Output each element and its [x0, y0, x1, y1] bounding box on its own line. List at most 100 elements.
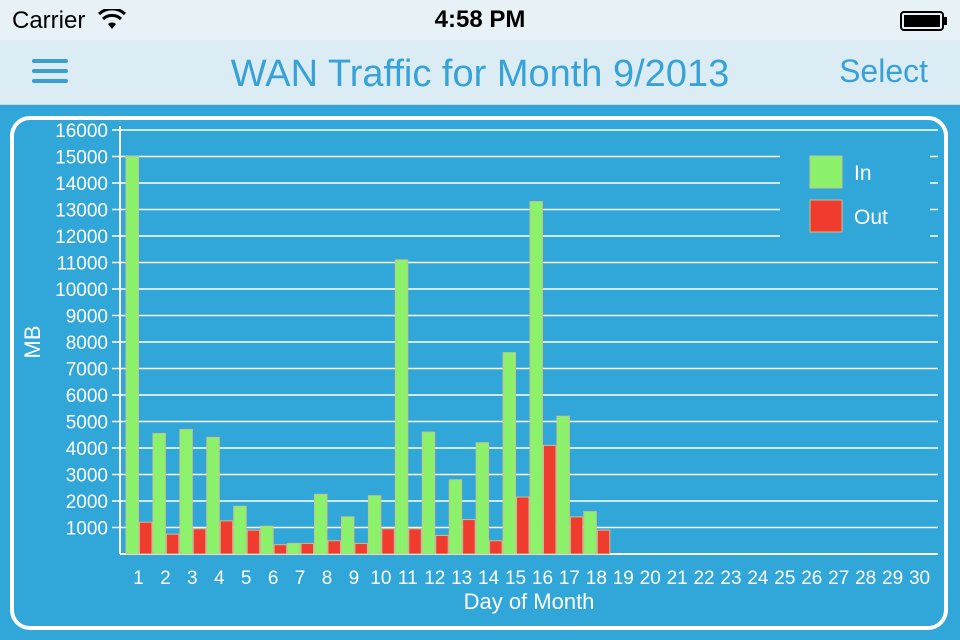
bar-out-day-16	[542, 444, 557, 555]
bar-in-day-12	[421, 431, 436, 555]
bar-in-day-1	[125, 156, 139, 555]
bar-in-day-18	[583, 511, 597, 555]
bar-in-day-15	[502, 352, 517, 555]
x-tick-label: 18	[586, 568, 607, 589]
bar-in-day-11	[394, 259, 409, 555]
y-axis-title: MB	[20, 326, 45, 359]
bar-in-day-7	[287, 542, 301, 555]
nav-bar: WAN Traffic for Month 9/2013 Select	[0, 40, 960, 105]
y-tick-label: 15000	[55, 148, 108, 169]
x-tick-label: 14	[478, 568, 500, 589]
x-tick-label: 13	[451, 568, 472, 589]
carrier-label: Carrier	[12, 7, 86, 34]
y-tick-label: 8000	[66, 333, 108, 354]
bar-out-day-4	[219, 520, 234, 555]
y-tick-label: 4000	[66, 439, 108, 460]
bar-out-day-3	[192, 528, 207, 555]
legend-swatch-in	[809, 155, 843, 189]
y-tick-label: 11000	[57, 254, 108, 275]
x-tick-label: 19	[613, 568, 634, 589]
x-tick-label: 21	[667, 568, 688, 589]
legend-background	[780, 142, 930, 240]
bar-out-day-9	[354, 542, 368, 555]
bar-in-day-8	[314, 493, 328, 555]
legend-label-in: In	[854, 162, 872, 185]
select-button[interactable]: Select	[839, 53, 928, 89]
x-tick-label: 2	[160, 568, 171, 589]
x-tick-label: 26	[801, 568, 822, 589]
menu-icon[interactable]	[30, 56, 70, 86]
x-tick-label: 27	[828, 568, 849, 589]
y-tick-label: 10000	[55, 280, 108, 301]
x-tick-label: 24	[747, 568, 769, 589]
y-tick-label: 13000	[55, 201, 108, 222]
bar-in-day-16	[529, 201, 543, 555]
bar-out-day-5	[246, 529, 261, 555]
bar-in-day-9	[340, 516, 355, 555]
y-tick-label: 7000	[66, 360, 108, 381]
x-tick-label: 3	[187, 568, 198, 589]
bar-in-day-14	[475, 442, 490, 555]
x-tick-label: 11	[398, 568, 418, 589]
bar-in-day-3	[179, 428, 193, 555]
bar-out-day-2	[165, 533, 180, 555]
x-tick-label: 8	[322, 568, 333, 589]
bar-out-day-15	[516, 496, 530, 555]
bar-out-day-14	[489, 540, 503, 555]
x-tick-label: 29	[882, 568, 903, 589]
status-bar: Carrier 4:58 PM	[0, 0, 960, 40]
x-tick-label: 4	[214, 568, 225, 589]
x-tick-label: 23	[720, 568, 741, 589]
x-tick-label: 28	[855, 568, 876, 589]
y-tick-label: 14000	[55, 174, 108, 195]
bar-out-day-1	[138, 521, 153, 555]
bar-in-day-2	[152, 432, 166, 555]
x-tick-label: 17	[559, 568, 580, 589]
battery-icon	[900, 11, 947, 31]
bar-in-day-10	[367, 495, 382, 555]
bar-out-day-11	[408, 528, 422, 555]
legend-label-out: Out	[854, 206, 888, 229]
x-tick-label: 30	[909, 568, 930, 589]
bar-in-day-4	[206, 436, 220, 555]
x-axis-title: Day of Month	[464, 589, 595, 614]
y-tick-label: 9000	[66, 307, 108, 328]
legend-swatch-out	[809, 199, 843, 233]
x-tick-label: 25	[774, 568, 795, 589]
x-tick-label: 22	[693, 568, 714, 589]
bar-in-day-13	[448, 479, 463, 555]
y-tick-label: 2000	[66, 492, 108, 513]
x-tick-label: 7	[295, 568, 306, 589]
bar-out-day-6	[273, 544, 288, 555]
bar-in-day-6	[260, 525, 274, 555]
x-tick-label: 5	[241, 568, 252, 589]
bar-out-day-7	[300, 542, 315, 555]
y-tick-label: 12000	[55, 227, 108, 248]
x-tick-label: 20	[640, 568, 661, 589]
bar-in-day-5	[233, 505, 247, 555]
bar-out-day-17	[569, 516, 584, 555]
bar-out-day-10	[381, 528, 395, 555]
x-tick-label: 9	[349, 568, 360, 589]
traffic-chart: 1000 2000 3000 4000 5000 6000 7000 8000 9000 1000…	[20, 121, 938, 614]
x-tick-label: 6	[268, 568, 279, 589]
bar-out-day-8	[327, 540, 341, 555]
x-tick-label: 15	[505, 568, 526, 589]
chart-card: 1000 2000 3000 4000 5000 6000 7000 8000 9000 1000…	[10, 116, 948, 630]
bar-out-day-18	[596, 529, 611, 555]
y-tick-label: 6000	[66, 386, 108, 407]
x-tick-label: 12	[424, 568, 445, 589]
y-tick-label: 3000	[66, 466, 108, 487]
x-tick-label: 1	[133, 568, 144, 589]
y-tick-label: 5000	[66, 413, 108, 434]
y-tick-label: 16000	[55, 121, 108, 142]
wifi-icon	[98, 9, 126, 29]
bar-out-day-13	[462, 519, 476, 555]
clock: 4:58 PM	[434, 6, 526, 33]
x-tick-label: 10	[370, 568, 391, 589]
x-tick-label: 16	[532, 568, 553, 589]
y-tick-label: 1000	[66, 519, 108, 540]
page-title: WAN Traffic for Month 9/2013	[230, 53, 730, 95]
bar-out-day-12	[435, 534, 449, 555]
bar-in-day-17	[556, 415, 570, 555]
